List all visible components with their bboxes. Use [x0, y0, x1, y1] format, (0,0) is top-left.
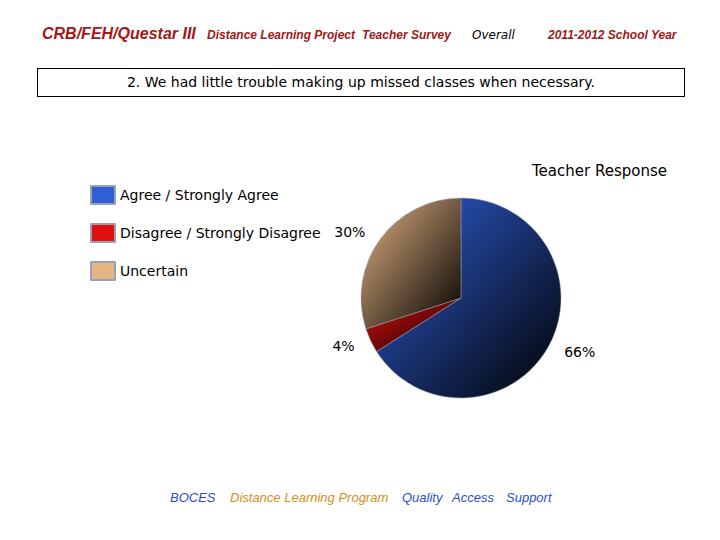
svg-text:30%: 30% — [334, 224, 365, 240]
html-text:BOCES: BOCES — [170, 490, 216, 505]
html-text:Distance Learning Project: Distance Learning Project — [207, 28, 355, 42]
svg-text:Uncertain: Uncertain — [120, 263, 188, 279]
html-text:2011-2012 School Year: 2011-2012 School Year — [548, 28, 677, 42]
svg-text:4%: 4% — [332, 338, 354, 354]
html-text:CRB/FEH/Questar III: CRB/FEH/Questar III — [42, 25, 196, 42]
html-text:Support: Support — [506, 490, 552, 505]
svg-text:66%: 66% — [564, 344, 595, 360]
html-text:Access: Access — [452, 490, 494, 505]
html-text:Overall: Overall — [472, 28, 515, 42]
svg-text:Agree / Strongly Agree: Agree / Strongly Agree — [120, 187, 279, 203]
html-text:2. We had little trouble makin: 2. We had little trouble making up misse… — [126, 74, 596, 90]
html-text:Teacher Response: Teacher Response — [532, 162, 667, 180]
html-text:Teacher Survey: Teacher Survey — [362, 28, 451, 42]
html-text:Quality: Quality — [402, 490, 443, 505]
html-text:Distance Learning Program: Distance Learning Program — [230, 490, 389, 505]
svg-text:Disagree / Strongly Disagree: Disagree / Strongly Disagree — [120, 225, 321, 241]
